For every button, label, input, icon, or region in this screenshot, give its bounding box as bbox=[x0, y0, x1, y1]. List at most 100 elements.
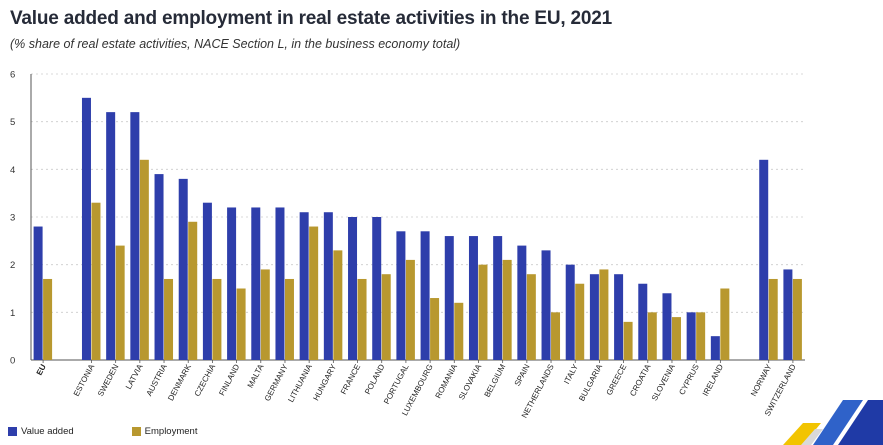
x-tick-label: SWEDEN bbox=[96, 363, 121, 398]
eurostat-logo-graphic bbox=[783, 400, 883, 445]
bar-employment bbox=[43, 278, 53, 360]
bar-employment bbox=[139, 159, 149, 360]
x-tick-label: IRELAND bbox=[701, 363, 725, 398]
x-tick-label: SPAIN bbox=[513, 363, 532, 388]
x-tick-label: NORWAY bbox=[749, 362, 774, 398]
bar-value-added bbox=[33, 226, 43, 360]
bar-value-added bbox=[372, 217, 382, 360]
bar-value-added bbox=[348, 217, 358, 360]
bar-value-added bbox=[614, 274, 624, 360]
x-tick-label: LITHUANIA bbox=[286, 362, 314, 404]
logo-grey-stripe bbox=[801, 429, 823, 445]
bar-employment bbox=[599, 269, 609, 360]
bar-value-added bbox=[251, 207, 261, 360]
bar-value-added bbox=[202, 202, 212, 360]
x-tick-label: HUNGARY bbox=[311, 362, 338, 402]
y-tick-label: 6 bbox=[10, 70, 15, 81]
x-tick-label: GREECE bbox=[605, 363, 629, 397]
legend-item-employment: Employment bbox=[131, 426, 198, 437]
bar-value-added bbox=[299, 212, 309, 360]
bar-employment bbox=[91, 202, 101, 360]
bar-employment bbox=[405, 259, 415, 360]
x-tick-label: ESTONIA bbox=[72, 362, 97, 398]
chart-title: Value added and employment in real estat… bbox=[10, 8, 613, 29]
y-tick-label: 0 bbox=[10, 356, 15, 367]
y-tick-label: 5 bbox=[10, 117, 15, 128]
bar-employment bbox=[236, 288, 246, 360]
bar-employment bbox=[164, 278, 174, 360]
legend-swatch-value-added bbox=[8, 427, 17, 436]
x-tick-label: GERMANY bbox=[263, 362, 290, 403]
bar-value-added bbox=[541, 250, 551, 360]
bar-value-added bbox=[565, 264, 575, 360]
y-tick-label: 4 bbox=[10, 165, 15, 176]
bar-employment bbox=[212, 278, 222, 360]
bar-value-added bbox=[323, 212, 333, 360]
bar-employment bbox=[792, 278, 802, 360]
logo-blue-stripe bbox=[813, 400, 863, 445]
legend-label-value-added: Value added bbox=[21, 426, 74, 437]
bar-employment bbox=[260, 269, 270, 360]
x-tick-label: ROMANIA bbox=[434, 362, 460, 400]
bar-employment bbox=[115, 245, 125, 360]
x-tick-label: CYPRUS bbox=[677, 363, 701, 397]
bar-employment bbox=[623, 321, 633, 360]
logo-yellow-stripe bbox=[783, 423, 821, 445]
bar-value-added bbox=[106, 112, 116, 360]
legend: Value added Employment bbox=[8, 426, 255, 437]
bar-value-added bbox=[686, 312, 696, 360]
x-tick-label: CZECHIA bbox=[193, 362, 218, 398]
bar-value-added bbox=[517, 245, 527, 360]
bar-employment bbox=[647, 312, 657, 360]
bar-value-added bbox=[178, 178, 188, 360]
bar-value-added bbox=[759, 159, 769, 360]
bar-value-added bbox=[227, 207, 237, 360]
x-tick-label: DENMARK bbox=[166, 362, 193, 402]
y-tick-label: 1 bbox=[10, 308, 15, 319]
bar-value-added bbox=[444, 236, 454, 360]
bar-employment bbox=[381, 274, 391, 360]
legend-swatch-employment bbox=[131, 427, 141, 436]
bar-value-added bbox=[130, 112, 140, 360]
x-tick-label: SLOVENIA bbox=[650, 362, 677, 402]
y-tick-label: 2 bbox=[10, 260, 15, 271]
bar-value-added bbox=[783, 269, 793, 360]
bar-employment bbox=[284, 278, 294, 360]
bar-employment bbox=[188, 221, 198, 360]
bar-value-added bbox=[468, 236, 478, 360]
bar-employment bbox=[333, 250, 343, 360]
bar-employment bbox=[430, 298, 440, 360]
bar-value-added bbox=[589, 274, 599, 360]
legend-item-value-added: Value added bbox=[8, 426, 74, 437]
bar-employment bbox=[454, 302, 464, 360]
x-tick-label: MALTA bbox=[246, 362, 266, 389]
bar-value-added bbox=[81, 97, 91, 360]
bar-employment bbox=[551, 312, 561, 360]
bar-value-added bbox=[275, 207, 285, 360]
bar-employment bbox=[671, 317, 681, 360]
bar-value-added bbox=[396, 231, 406, 360]
bar-employment bbox=[768, 278, 778, 360]
x-tick-label: FINLAND bbox=[217, 363, 241, 398]
x-tick-label: AUSTRIA bbox=[145, 362, 170, 397]
x-tick-label: FRANCE bbox=[339, 363, 362, 396]
x-tick-label: POLAND bbox=[363, 363, 386, 396]
logo-dark-stripe bbox=[838, 400, 883, 445]
chart-subtitle: (% share of real estate activities, NACE… bbox=[10, 37, 461, 51]
bar-employment bbox=[478, 264, 488, 360]
bar-employment bbox=[309, 226, 319, 360]
legend-label-employment: Employment bbox=[144, 426, 198, 437]
bar-employment bbox=[575, 283, 585, 360]
x-tick-label: EU bbox=[35, 363, 48, 377]
bar-value-added bbox=[420, 231, 430, 360]
bar-value-added bbox=[493, 236, 503, 360]
x-tick-label: LATVIA bbox=[124, 362, 145, 391]
y-tick-label: 3 bbox=[10, 213, 15, 224]
x-tick-label: BELGIUM bbox=[483, 362, 508, 398]
bar-employment bbox=[720, 288, 730, 360]
bar-employment bbox=[357, 278, 367, 360]
bar-employment bbox=[696, 312, 706, 360]
bar-value-added bbox=[638, 283, 648, 360]
bar-employment bbox=[502, 259, 512, 360]
